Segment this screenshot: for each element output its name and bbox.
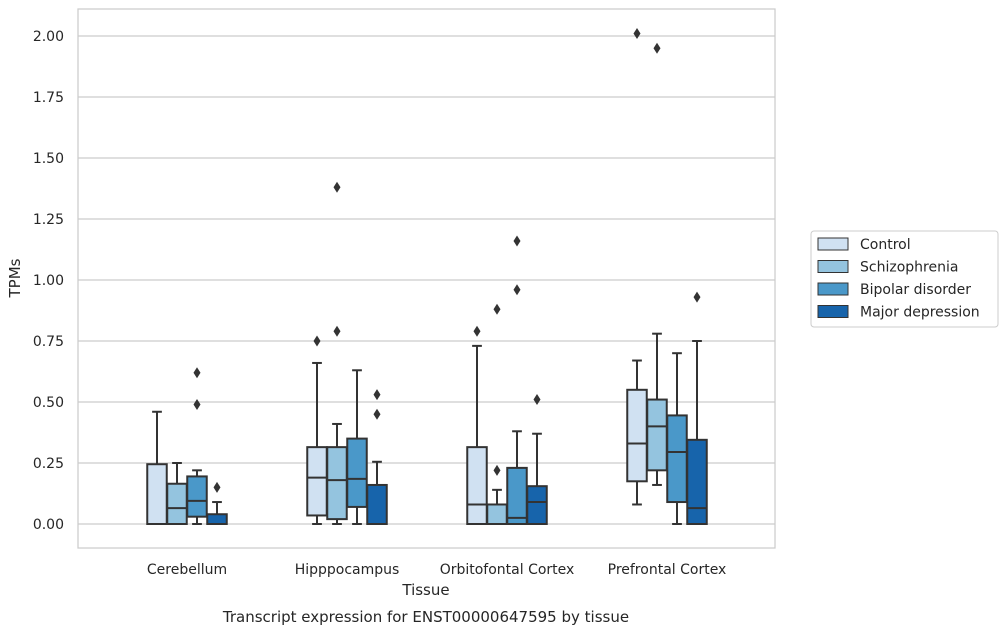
series-major-depression bbox=[206, 291, 708, 526]
legend: Control Schizophrenia Bipolar disorder Majo… bbox=[810, 230, 999, 328]
box-control-3 bbox=[466, 325, 488, 526]
box-schizophrenia-3 bbox=[486, 303, 508, 526]
box-control-4 bbox=[626, 28, 648, 506]
legend-label: Bipolar disorder bbox=[860, 282, 971, 298]
outlier-point bbox=[333, 181, 341, 193]
box-major-depression-4 bbox=[686, 291, 708, 526]
x-axis-label: Tissue bbox=[401, 581, 449, 599]
x-tick-label: Hipppocampus bbox=[295, 562, 400, 578]
outlier-point bbox=[533, 394, 541, 406]
outlier-point bbox=[513, 235, 521, 247]
box-control-1 bbox=[146, 410, 168, 525]
y-tick-label: 1.25 bbox=[33, 212, 64, 228]
y-tick-label: 1.50 bbox=[33, 151, 64, 167]
series-schizophrenia bbox=[166, 42, 668, 526]
box-iqr bbox=[526, 485, 548, 525]
box-iqr bbox=[486, 503, 508, 526]
y-tick-label: 1.00 bbox=[33, 273, 64, 289]
y-tick-labels: 0.00 0.25 0.50 0.75 1.00 1.25 1.50 1.75 2.00 bbox=[33, 29, 64, 533]
box-iqr bbox=[686, 438, 708, 526]
box-bipolar-disorder-2 bbox=[346, 369, 368, 525]
outlier-point bbox=[213, 481, 221, 493]
legend-swatch bbox=[817, 260, 849, 273]
box-iqr bbox=[366, 483, 388, 525]
outlier-point bbox=[493, 303, 501, 315]
box-schizophrenia-1 bbox=[166, 462, 188, 525]
outlier-point bbox=[193, 367, 201, 379]
box-iqr bbox=[466, 446, 488, 526]
box-iqr bbox=[146, 463, 168, 525]
box-major-depression-2 bbox=[366, 389, 388, 525]
box-bipolar-disorder-1 bbox=[186, 367, 208, 525]
box-bipolar-disorder-4 bbox=[666, 352, 688, 525]
outlier-point bbox=[493, 464, 501, 476]
y-tick-label: 1.75 bbox=[33, 90, 64, 106]
legend-label: Control bbox=[860, 237, 911, 253]
x-tick-label: Prefrontal Cortex bbox=[608, 562, 727, 578]
box-control-2 bbox=[306, 335, 328, 525]
legend-swatch bbox=[817, 282, 849, 296]
box-bipolar-disorder-3 bbox=[506, 235, 528, 526]
outlier-point bbox=[313, 335, 321, 347]
series-bipolar-disorder bbox=[186, 235, 688, 526]
legend-swatch bbox=[817, 305, 849, 318]
box-iqr bbox=[646, 398, 668, 472]
box-iqr bbox=[626, 388, 648, 483]
chart-caption: Transcript expression for ENST0000064759… bbox=[222, 608, 629, 626]
outlier-point bbox=[373, 408, 381, 420]
box-iqr bbox=[166, 482, 188, 525]
outlier-point bbox=[513, 284, 521, 296]
box-iqr bbox=[206, 513, 228, 525]
box-major-depression-3 bbox=[526, 394, 548, 525]
y-tick-label: 2.00 bbox=[33, 29, 64, 45]
series-control bbox=[146, 28, 648, 526]
outlier-point bbox=[653, 42, 661, 54]
legend-frame bbox=[810, 230, 999, 328]
y-axis-label: TPMs bbox=[6, 258, 24, 298]
x-tick-labels: Cerebellum Hipppocampus Orbitofontal Corte… bbox=[147, 562, 726, 578]
legend-label: Major depression bbox=[860, 305, 980, 321]
box-iqr bbox=[186, 475, 208, 518]
box-iqr bbox=[326, 446, 348, 521]
x-tick-label: Orbitofontal Cortex bbox=[440, 562, 575, 578]
outlier-point bbox=[473, 325, 481, 337]
legend-item-major-depression: Major depression bbox=[817, 305, 980, 321]
y-tick-label: 0.50 bbox=[33, 395, 64, 411]
x-tick-label: Cerebellum bbox=[147, 562, 227, 578]
outlier-point bbox=[633, 28, 641, 40]
outlier-point bbox=[193, 398, 201, 410]
plot-frame bbox=[77, 8, 776, 549]
box-iqr bbox=[506, 466, 528, 526]
box-major-depression-1 bbox=[206, 481, 228, 525]
box-series bbox=[146, 28, 708, 526]
box-iqr bbox=[666, 414, 688, 504]
y-tick-label: 0.00 bbox=[33, 517, 64, 533]
y-tick-label: 0.75 bbox=[33, 334, 64, 350]
y-tick-label: 0.25 bbox=[33, 456, 64, 472]
box-iqr bbox=[346, 437, 368, 508]
legend-item-control: Control bbox=[817, 237, 911, 253]
outlier-point bbox=[373, 389, 381, 401]
legend-item-bipolar-disorder: Bipolar disorder bbox=[817, 282, 971, 298]
outlier-point bbox=[693, 291, 701, 303]
box-iqr bbox=[306, 446, 328, 517]
outlier-point bbox=[333, 325, 341, 337]
legend-swatch bbox=[817, 237, 849, 251]
legend-item-schizophrenia: Schizophrenia bbox=[817, 260, 958, 276]
legend-label: Schizophrenia bbox=[860, 260, 958, 276]
